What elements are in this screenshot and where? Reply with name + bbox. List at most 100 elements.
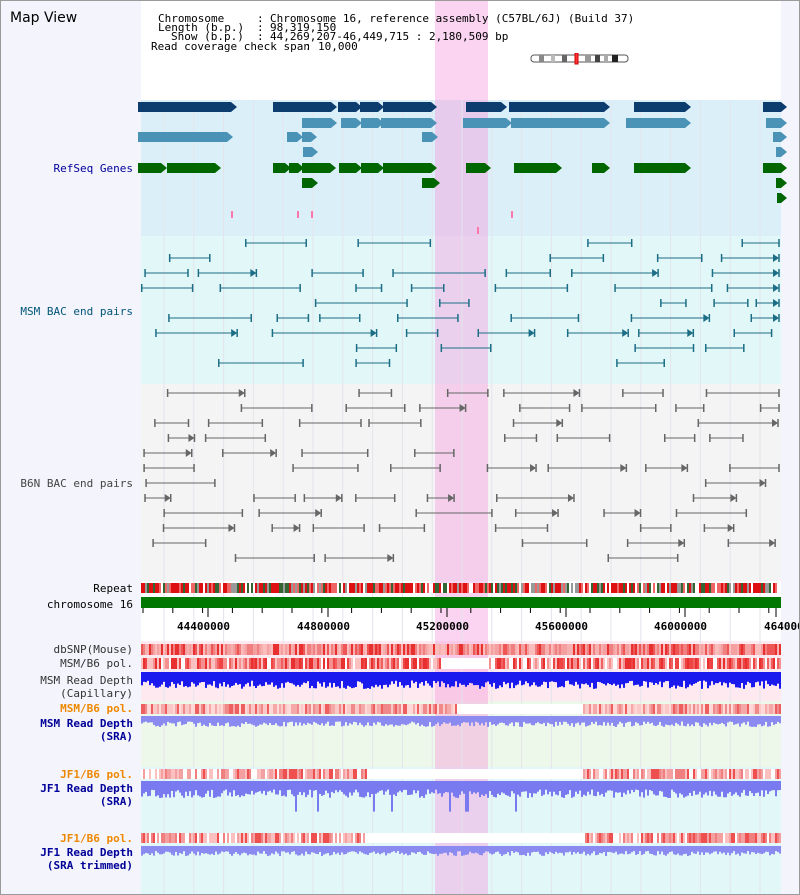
jf1-pol2-density — [151, 833, 153, 843]
b6n-bac-pair-arrow — [567, 494, 574, 502]
jf1-pol2-density — [439, 833, 441, 843]
track-label-refseq[interactable]: RefSeq Genes — [53, 162, 133, 175]
jf1-pol-density — [575, 769, 577, 779]
jf1-pol2-density — [279, 833, 281, 843]
msm-pol2-density — [459, 704, 461, 714]
jf1-depth-trimmed-bar — [623, 846, 625, 855]
track-label-repeat[interactable]: Repeat — [93, 582, 133, 595]
msm-pol2-density — [735, 704, 737, 714]
msm-pol2-density — [415, 704, 417, 714]
jf1-pol-density — [767, 769, 769, 779]
msm-pol2-density — [271, 704, 273, 714]
msm-depth-sra-bar — [429, 716, 431, 723]
track-label-jf1-b6-pol[interactable]: JF1/B6 pol. — [60, 768, 133, 781]
msm-depth-capillary-bar — [541, 672, 543, 685]
jf1-pol2-density — [195, 833, 197, 843]
jf1-pol2-density — [437, 833, 439, 843]
msm-depth-sra-bar — [157, 716, 159, 726]
jf1-pol2-density — [357, 833, 359, 843]
dbsnp-density — [245, 644, 247, 655]
msm-pol2-density — [227, 704, 229, 714]
jf1-depth-sra-bar — [385, 781, 387, 792]
gene-marker — [311, 211, 313, 218]
msm-depth-sra-bar — [425, 716, 427, 727]
repeat-segment — [277, 583, 279, 593]
msm-depth-capillary-bar — [685, 672, 687, 689]
dbsnp-density — [321, 644, 323, 655]
msm-pol2-density — [381, 704, 383, 714]
jf1-pol2-density — [325, 833, 327, 843]
msm-depth-capillary-bar — [519, 672, 521, 681]
repeat-segment — [639, 583, 641, 593]
jf1-depth-trimmed-bar — [593, 846, 595, 852]
track-label-msm-b6-pol[interactable]: MSM/B6 pol. — [60, 657, 133, 670]
msm-pol2-density — [427, 704, 429, 714]
track-label-msm-b6-pol-2[interactable]: MSM/B6 pol. — [60, 702, 133, 715]
track-label-b6n-bac[interactable]: B6N BAC end pairs — [20, 477, 133, 490]
msm-depth-capillary-bar — [765, 672, 767, 681]
msm-pol2-density — [391, 704, 393, 714]
track-label-dbsnp[interactable]: dbSNP(Mouse) — [53, 643, 133, 656]
jf1-pol-density — [161, 769, 163, 779]
msm-pol2-density — [331, 704, 333, 714]
dbsnp-density — [215, 644, 217, 655]
msm-pol2-density — [495, 704, 497, 714]
msm-depth-capillary-bar — [359, 672, 361, 682]
repeat-segment — [423, 583, 425, 593]
jf1-pol2-density — [413, 833, 415, 843]
jf1-pol-density — [625, 769, 627, 779]
jf1-depth-trimmed-bar — [683, 846, 685, 855]
msm-depth-capillary-bar — [253, 672, 255, 686]
b6n-bac-pair-arrow — [387, 554, 394, 562]
dbsnp-density — [351, 644, 353, 655]
dbsnp-density — [373, 644, 375, 655]
jf1-pol-density — [225, 769, 227, 779]
track-label-msm-bac[interactable]: MSM BAC end pairs — [20, 305, 133, 318]
msm-pol2-density — [499, 704, 501, 714]
jf1-depth-sra-bar — [703, 781, 705, 795]
track-label-msm-depth-capillary[interactable]: MSM Read Depth — [40, 674, 133, 687]
msm-depth-capillary-bar — [307, 672, 309, 682]
jf1-pol-density — [617, 769, 619, 779]
msm-depth-sra-bar — [737, 716, 739, 724]
jf1-depth-sra-bar — [497, 781, 499, 794]
msm-depth-sra-bar — [721, 716, 723, 723]
jf1-depth-sra-bar — [725, 781, 727, 798]
msm-pol-density — [239, 658, 241, 669]
msm-depth-capillary-bar — [215, 672, 217, 688]
jf1-pol-density — [527, 769, 529, 779]
jf1-pol-density — [477, 769, 479, 779]
jf1-pol2-density — [537, 833, 539, 843]
jf1-depth-sra-bar — [479, 781, 481, 798]
jf1-depth-sra-bar — [367, 781, 369, 793]
track-label-jf1-b6-pol-2[interactable]: JF1/B6 pol. — [60, 832, 133, 845]
jf1-depth-trimmed-bar — [603, 846, 605, 852]
jf1-depth-trimmed-bar — [149, 846, 151, 856]
jf1-pol-density — [581, 769, 583, 779]
jf1-pol-density — [511, 769, 513, 779]
chromosome-ideogram[interactable] — [529, 53, 631, 65]
jf1-pol2-density — [417, 833, 419, 843]
dbsnp-density — [487, 644, 489, 655]
dbsnp-density — [203, 644, 205, 655]
jf1-depth-trimmed-bar — [453, 846, 455, 856]
jf1-pol-density — [485, 769, 487, 779]
msm-pol2-density — [665, 704, 667, 714]
msm-pol2-density — [629, 704, 631, 714]
repeat-segment — [327, 583, 329, 593]
jf1-pol-density — [171, 769, 173, 779]
jf1-depth-trimmed-bar — [641, 846, 643, 855]
track-label-jf1-depth-sra[interactable]: JF1 Read Depth — [40, 782, 133, 795]
repeat-segment — [767, 583, 769, 593]
msm-pol2-density — [537, 704, 539, 714]
track-label-msm-depth-sra[interactable]: MSM Read Depth — [40, 717, 133, 730]
jf1-depth-trimmed-bar — [417, 846, 419, 853]
track-label-jf1-depth-trimmed[interactable]: JF1 Read Depth — [40, 846, 133, 859]
msm-depth-sra-bar — [255, 716, 257, 727]
jf1-pol-density — [147, 769, 149, 779]
dbsnp-density — [345, 644, 347, 655]
msm-pol-density — [541, 658, 543, 669]
msm-pol2-density — [339, 704, 341, 714]
jf1-depth-trimmed-bar — [637, 846, 639, 855]
